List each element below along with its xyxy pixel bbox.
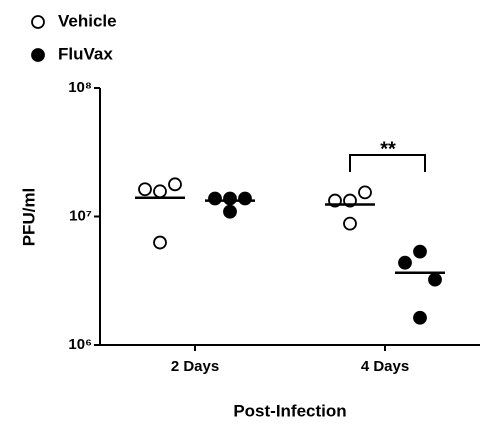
data-point	[398, 255, 412, 270]
significance-bracket	[349, 154, 426, 172]
data-point	[343, 216, 357, 231]
x-tick-label: 4 Days	[361, 358, 409, 375]
legend-label: Vehicle	[58, 11, 117, 30]
y-tick-label: 10⁷	[69, 207, 92, 224]
data-point	[223, 204, 237, 219]
x-tick-label: 2 Days	[171, 358, 219, 375]
data-point	[428, 272, 442, 287]
y-tick-label: 10⁶	[68, 336, 92, 353]
legend-marker	[31, 15, 45, 29]
data-point	[153, 235, 167, 250]
data-point	[413, 244, 427, 259]
data-point	[153, 184, 167, 199]
legend-marker	[31, 48, 45, 62]
data-point	[168, 177, 182, 192]
data-point	[223, 191, 237, 206]
x-axis-label: Post-Infection	[233, 401, 346, 420]
data-point	[358, 185, 372, 200]
data-point	[238, 191, 252, 206]
legend-label: FluVax	[58, 44, 113, 63]
y-axis-label: PFU/ml	[19, 188, 38, 247]
significance-label: **	[380, 138, 396, 160]
data-point	[413, 310, 427, 325]
data-point	[208, 191, 222, 206]
data-point	[138, 182, 152, 197]
y-tick-label: 10⁸	[68, 79, 92, 96]
